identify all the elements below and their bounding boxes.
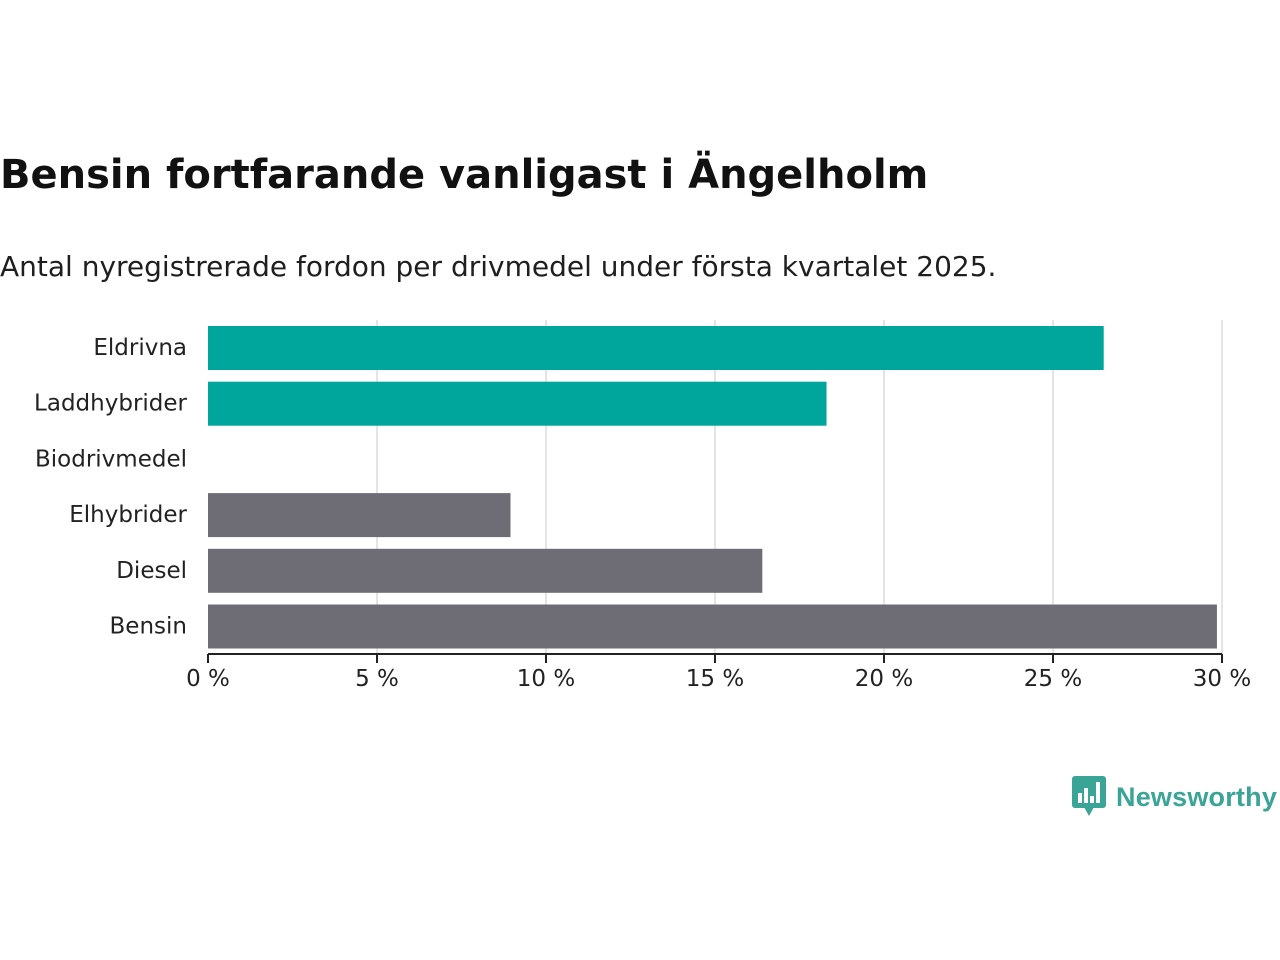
chart-title: Bensin fortfarande vanligast i Ängelholm bbox=[0, 152, 929, 198]
category-label: Elhybrider bbox=[69, 502, 187, 528]
bar-laddhybrider bbox=[208, 381, 827, 426]
chart-subtitle: Antal nyregistrerade fordon per drivmede… bbox=[0, 250, 997, 283]
category-label: Laddhybrider bbox=[34, 391, 187, 417]
brand-name: Newsworthy bbox=[1116, 781, 1278, 812]
category-label: Biodrivmedel bbox=[35, 446, 187, 472]
category-label: Eldrivna bbox=[93, 335, 187, 361]
brand: Newsworthy bbox=[1072, 776, 1277, 818]
x-tick-label: 10 % bbox=[517, 666, 575, 692]
newsworthy-logo-icon bbox=[1072, 776, 1106, 816]
x-tick-label: 15 % bbox=[686, 666, 744, 692]
bar-eldrivna bbox=[208, 326, 1104, 370]
x-tick-label: 25 % bbox=[1024, 666, 1082, 692]
x-tick-label: 5 % bbox=[355, 666, 399, 692]
bar-elhybrider bbox=[208, 493, 511, 538]
category-label: Bensin bbox=[110, 614, 187, 640]
category-label: Diesel bbox=[116, 558, 187, 584]
x-tick-label: 20 % bbox=[855, 666, 913, 692]
bar-diesel bbox=[208, 548, 763, 593]
bar-bensin bbox=[208, 604, 1217, 649]
x-tick-label: 30 % bbox=[1193, 666, 1251, 692]
x-tick-label: 0 % bbox=[186, 666, 230, 692]
